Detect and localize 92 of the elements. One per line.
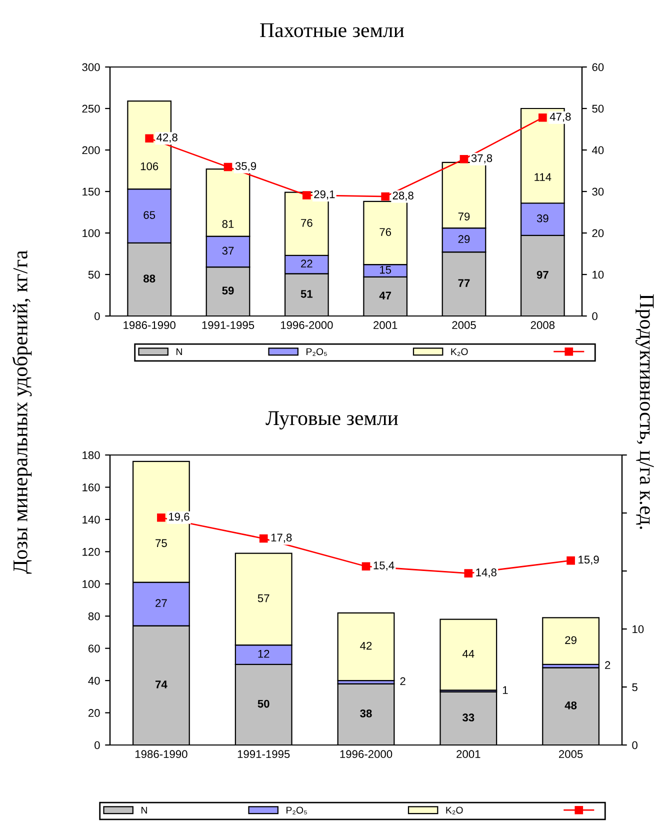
- y-tick-label: 200: [82, 146, 100, 154]
- data-label: 37: [222, 246, 234, 255]
- data-label: 17,8: [271, 534, 292, 543]
- x-tick-label: 1991-1995: [238, 750, 290, 758]
- data-label: 47: [379, 292, 392, 300]
- legend-label: N: [176, 348, 182, 356]
- data-label: 50: [258, 700, 270, 708]
- y-tick-label: 150: [82, 188, 100, 196]
- data-label: 29,1: [314, 190, 335, 200]
- legend-label: P₂O₅: [306, 348, 327, 356]
- data-label: 81: [222, 220, 234, 228]
- x-tick-label: 1991-1995: [202, 321, 254, 330]
- data-label: 15,9: [578, 556, 599, 565]
- data-label: 65: [144, 211, 156, 219]
- legend-label: P₂O₅: [286, 806, 307, 814]
- y-tick-label: 180: [82, 451, 100, 460]
- legend-label: N: [141, 806, 147, 814]
- chart-title: Луговые земли: [266, 411, 398, 430]
- x-tick-label: 2001: [456, 750, 480, 758]
- legend-label: K₂O: [446, 806, 463, 814]
- data-label: 1: [502, 686, 508, 694]
- data-label: 97: [536, 270, 548, 279]
- y2-axis-title: Продуктивность, ц/га к.ед.: [636, 294, 654, 529]
- y2-tick-label: 30: [592, 188, 604, 196]
- data-label: 77: [458, 279, 470, 287]
- x-tick-label: 1986-1990: [135, 750, 188, 758]
- y2-tick-label: 10: [632, 625, 644, 634]
- data-label: 35,9: [235, 162, 256, 172]
- y-tick-label: 60: [88, 644, 100, 652]
- data-label: 29: [565, 636, 576, 644]
- data-label: 88: [144, 274, 156, 282]
- data-label: 48: [564, 701, 577, 710]
- y-tick-label: 160: [82, 483, 100, 492]
- data-label: 57: [258, 594, 270, 602]
- y-tick-label: 0: [94, 312, 100, 320]
- data-label: 37,8: [471, 154, 492, 164]
- data-label: 59: [222, 286, 234, 294]
- y-tick-label: 0: [94, 741, 100, 750]
- data-label: 33: [462, 714, 474, 722]
- data-label: 12: [258, 650, 270, 658]
- data-label: 15: [380, 266, 392, 274]
- x-tick-label: 1996-2000: [340, 750, 392, 758]
- y-tick-label: 50: [88, 270, 100, 279]
- data-label: 15,4: [374, 562, 394, 571]
- legend-label: K₂O: [451, 348, 468, 356]
- data-label: 44: [462, 650, 474, 658]
- x-tick-label: 2001: [374, 321, 398, 330]
- y-tick-label: 140: [82, 516, 100, 524]
- x-tick-label: 1986-1990: [124, 321, 176, 330]
- y-tick-label: 100: [82, 580, 100, 588]
- y-tick-label: 20: [88, 709, 100, 717]
- x-tick-label: 1996-2000: [280, 321, 333, 330]
- y-tick-label: 120: [82, 548, 100, 556]
- data-label: 74: [156, 680, 168, 688]
- data-label: 39: [536, 214, 548, 222]
- data-label: 2: [400, 677, 406, 686]
- data-label: 79: [458, 212, 470, 220]
- data-label: 51: [300, 290, 313, 298]
- chart-title: Пахотные земли: [260, 23, 404, 38]
- x-tick-label: 2008: [530, 321, 555, 330]
- y2-tick-label: 20: [592, 229, 604, 238]
- data-label: 28,8: [392, 192, 414, 201]
- data-label: 76: [301, 218, 312, 227]
- x-tick-label: 2005: [559, 750, 583, 758]
- data-label: 75: [156, 539, 167, 548]
- data-label: 29: [458, 235, 470, 244]
- data-label: 114: [534, 173, 552, 181]
- y-tick-label: 40: [88, 676, 100, 685]
- y-tick-label: 300: [82, 63, 100, 72]
- data-label: 47,8: [550, 112, 571, 122]
- y2-tick-label: 5: [632, 683, 638, 692]
- x-tick-label: 2005: [452, 321, 476, 330]
- y2-tick-label: 0: [632, 741, 638, 750]
- data-label: 106: [140, 162, 158, 170]
- data-label: 14,8: [476, 568, 496, 578]
- y2-tick-label: 0: [592, 312, 598, 320]
- y-tick-label: 80: [88, 612, 100, 620]
- data-label: 38: [360, 710, 372, 718]
- data-label: 27: [156, 599, 167, 607]
- data-label: 76: [380, 228, 392, 236]
- data-label: 42: [360, 642, 372, 650]
- data-label: 2: [605, 661, 610, 669]
- y2-tick-label: 60: [592, 63, 604, 72]
- y2-tick-label: 40: [592, 146, 604, 154]
- data-label: 22: [301, 260, 312, 268]
- y-tick-label: 100: [82, 229, 100, 238]
- y2-tick-label: 10: [592, 270, 604, 279]
- data-label: 19,6: [168, 512, 190, 522]
- y-axis-title: Дозы минеральных удобрений, кг/га: [12, 250, 32, 574]
- y2-tick-label: 50: [592, 104, 604, 113]
- data-label: 42,8: [156, 133, 178, 143]
- y-tick-label: 250: [82, 104, 100, 113]
